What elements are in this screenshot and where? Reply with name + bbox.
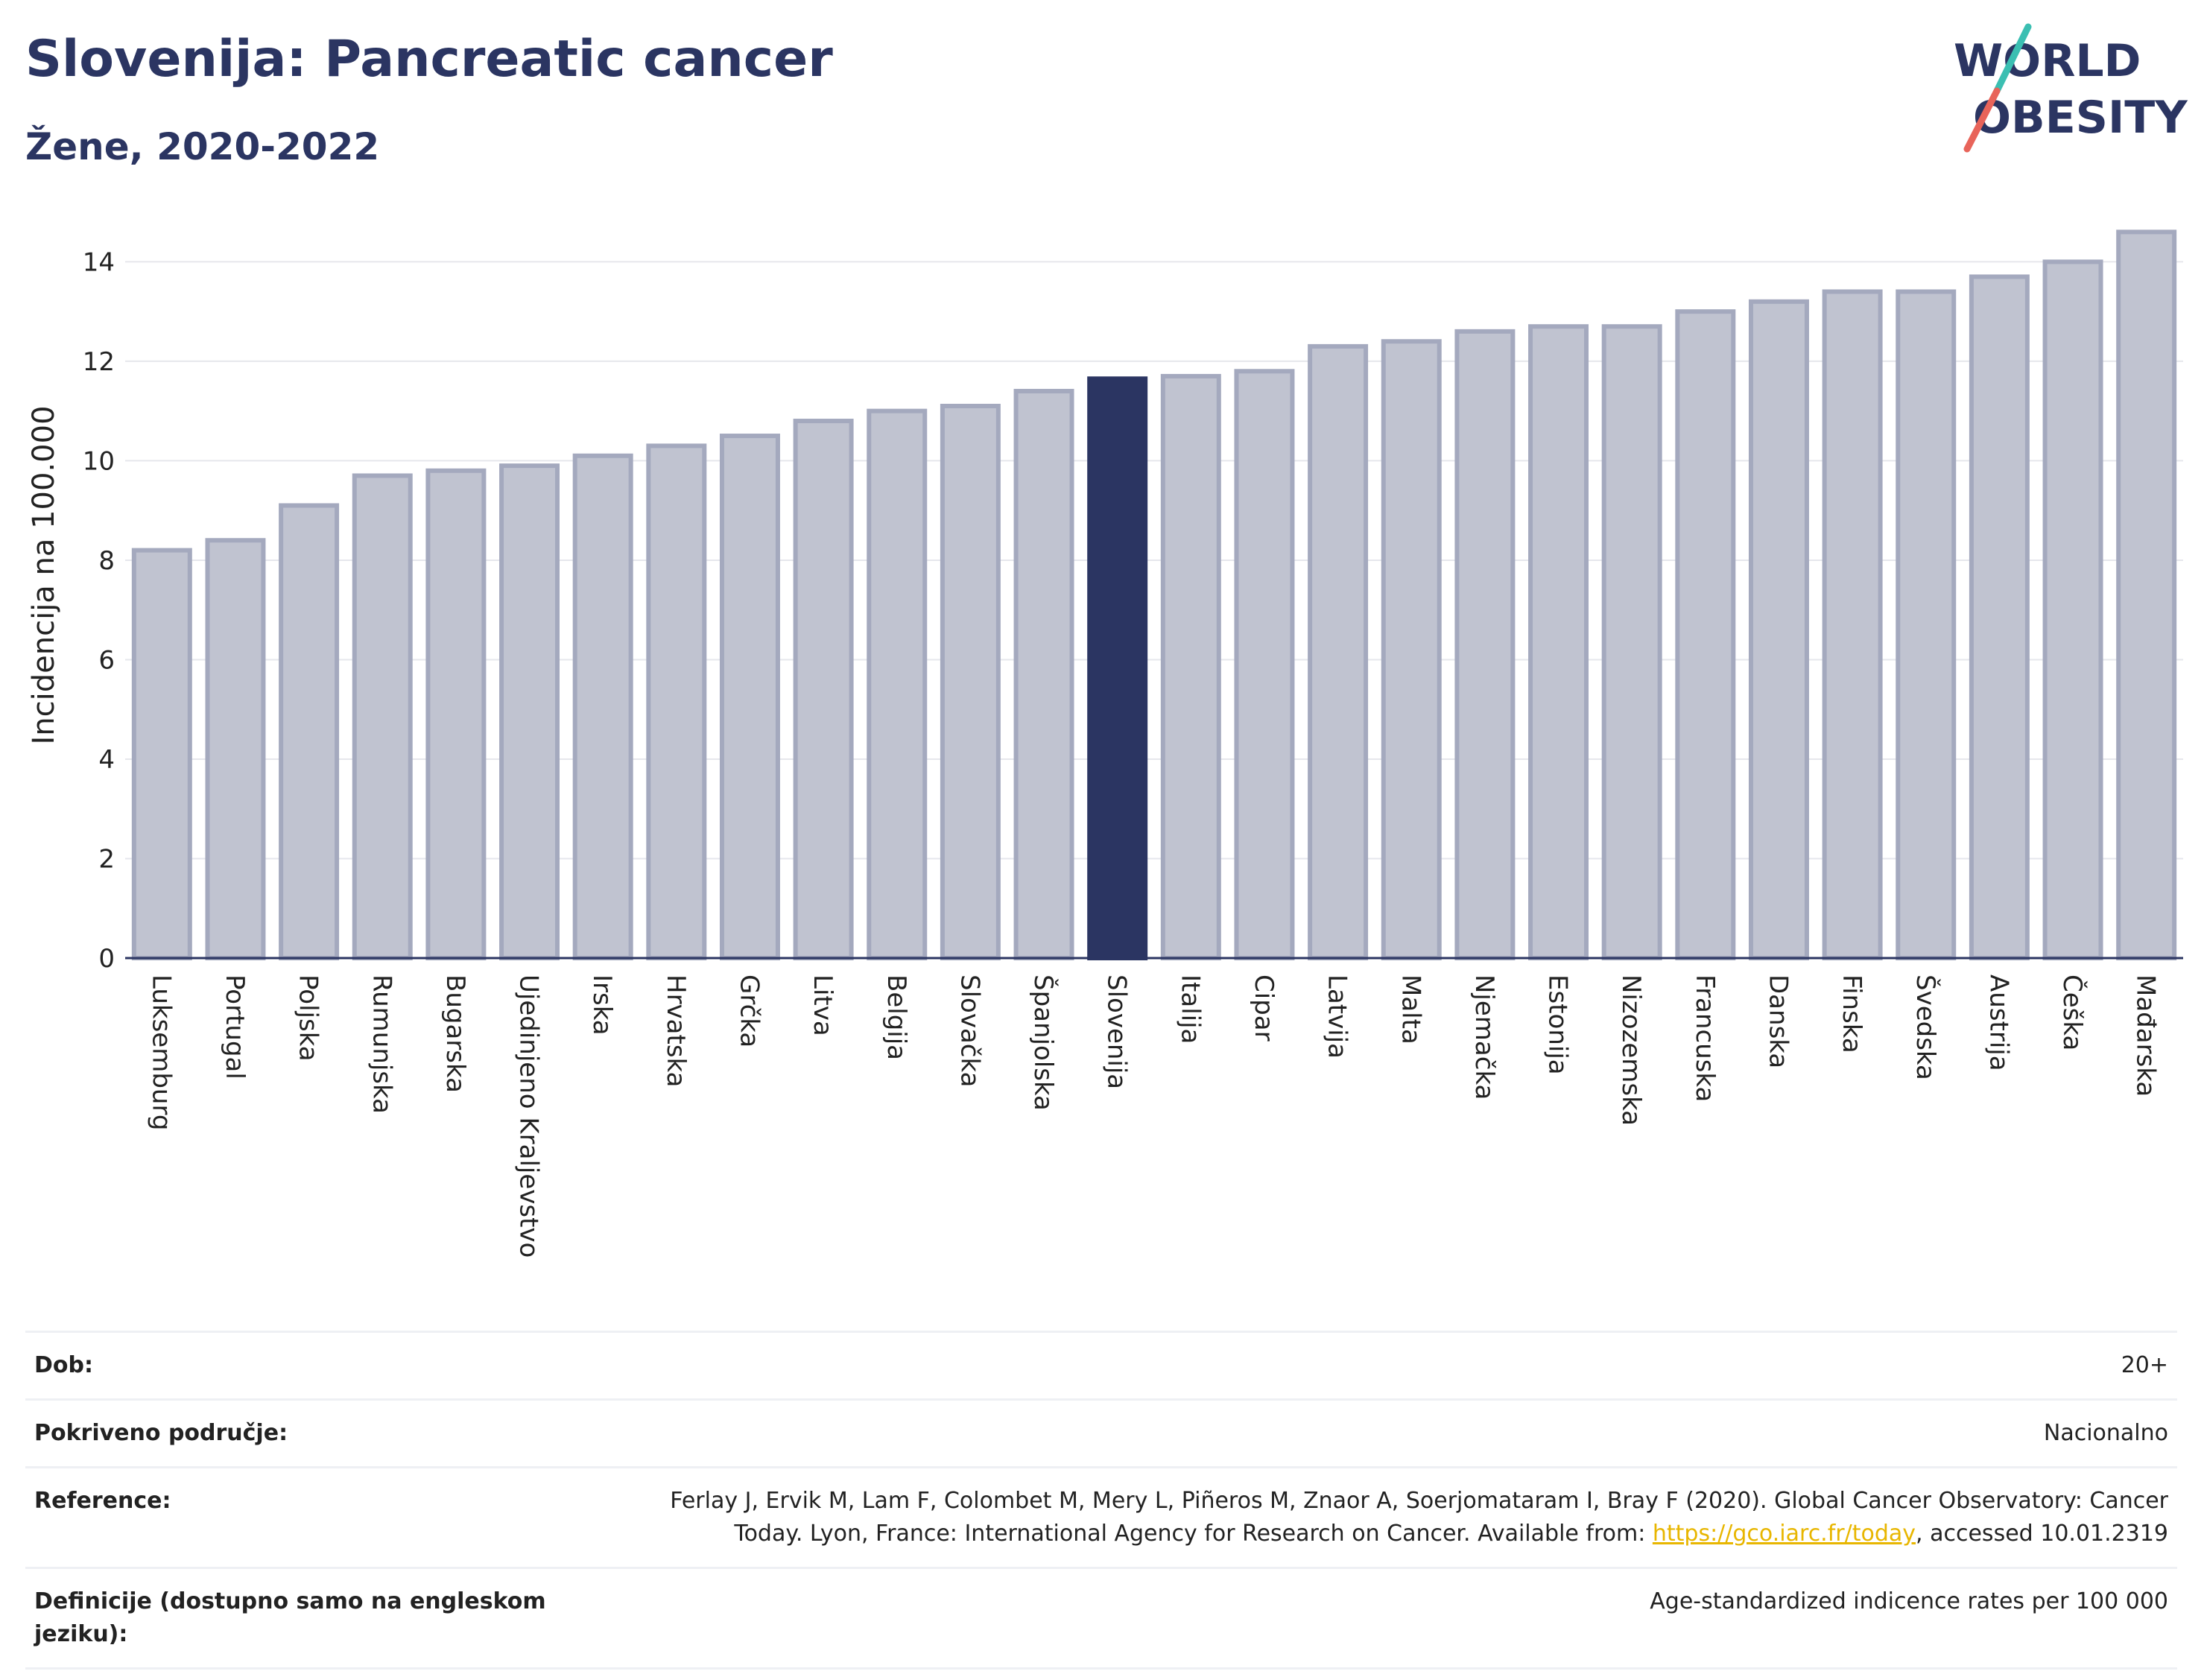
- bar-mađarska: [2116, 229, 2177, 960]
- x-tick-label: Danska: [1763, 974, 1793, 1068]
- bar-estonija: [1528, 324, 1589, 960]
- info-value: 20+: [2121, 1352, 2168, 1378]
- bar-češka: [2042, 259, 2103, 960]
- x-tick-label: Mađarska: [2131, 974, 2161, 1097]
- bar-rumunjska: [352, 473, 413, 960]
- x-tick-label: Luksemburg: [146, 974, 176, 1130]
- x-tick-label: Irska: [587, 974, 617, 1036]
- x-tick-label: Švedska: [1910, 974, 1941, 1080]
- bar-danska: [1748, 299, 1809, 961]
- reference-link[interactable]: https://gco.iarc.fr/today: [1652, 1521, 1916, 1547]
- x-tick-label: Belgija: [881, 974, 911, 1060]
- svg-text:OBESITY: OBESITY: [1973, 92, 2188, 144]
- bar-grčka: [719, 434, 780, 960]
- bar-francuska: [1675, 309, 1736, 960]
- info-value: Nacionalno: [2043, 1420, 2168, 1446]
- x-tick-label: Malta: [1396, 974, 1425, 1045]
- bar-malta: [1381, 339, 1442, 961]
- x-tick-label: Njemačka: [1469, 974, 1499, 1100]
- info-label: Definicije (dostupno samo na engleskom j…: [34, 1588, 546, 1647]
- info-label: Dob:: [34, 1352, 93, 1378]
- bar-slovačka: [940, 404, 1001, 960]
- x-tick-label: Austrija: [1983, 974, 2013, 1071]
- svg-text:WORLD: WORLD: [1954, 35, 2141, 87]
- y-tick-label: 12: [83, 347, 115, 377]
- bar-bugarska: [425, 468, 487, 960]
- bar-chart: 0 2 4 6 8 10 12 14 Incidencija na 100.000 Luksemb…: [27, 229, 2183, 1258]
- x-tick-label: Hrvatska: [661, 974, 691, 1087]
- x-tick-label: Slovačka: [954, 974, 984, 1087]
- x-tick-label: Španjolska: [1028, 974, 1059, 1111]
- bar-luksemburg: [131, 548, 192, 960]
- info-row-coverage: Pokriveno područje: Nacionalno: [25, 1401, 2177, 1468]
- bar-portugal: [205, 538, 266, 960]
- page-title: Slovenija: Pancreatic cancer: [25, 30, 833, 89]
- x-tick-label: Ujedinjeno Kraljevstvo: [514, 974, 544, 1258]
- info-row-reference: Reference: Ferlay J, Ervik M, Lam F, Col…: [25, 1468, 2177, 1569]
- y-tick-label: 10: [83, 446, 115, 476]
- y-axis-label: Incidencija na 100.000: [27, 405, 61, 744]
- x-tick-label: Nizozemska: [1616, 974, 1646, 1126]
- bar-ujedinjeno-kraljevstvo: [499, 463, 560, 960]
- x-tick-label: Portugal: [220, 974, 250, 1080]
- x-tick-label: Litva: [808, 974, 837, 1036]
- y-tick-label: 2: [98, 844, 115, 874]
- bar-poljska: [279, 503, 340, 960]
- x-tick-label: Grčka: [734, 974, 764, 1047]
- info-table: Dob: 20+ Pokriveno područje: Nacionalno …: [25, 1331, 2177, 1670]
- x-tick-label: Poljska: [294, 974, 323, 1062]
- info-label: Reference:: [34, 1488, 171, 1514]
- reference-accessed: , accessed 10.01.2319: [1916, 1521, 2168, 1547]
- x-tick-label: Cipar: [1249, 974, 1279, 1042]
- bar-latvija: [1308, 343, 1369, 960]
- world-obesity-logo: WORLD OBESITY: [1954, 23, 2188, 153]
- bar-njemačka: [1454, 329, 1516, 960]
- y-tick-label: 8: [98, 546, 115, 576]
- x-tick-label: Bugarska: [440, 974, 470, 1093]
- x-tick-label: Češka: [2057, 974, 2088, 1050]
- x-tick-label: Italija: [1175, 974, 1205, 1044]
- bar-slovenija: [1087, 376, 1148, 960]
- bar-finska: [1822, 289, 1883, 960]
- bar-hrvatska: [646, 443, 707, 960]
- bar-austrija: [1969, 274, 2030, 960]
- bar-litva: [793, 419, 854, 960]
- y-tick-label: 6: [98, 645, 115, 675]
- x-tick-label: Rumunjska: [367, 974, 396, 1114]
- reference-text: Ferlay J, Ervik M, Lam F, Colombet M, Me…: [670, 1488, 2168, 1547]
- page-subtitle: Žene, 2020-2022: [25, 125, 380, 168]
- bar-italija: [1160, 373, 1221, 961]
- bar-španjolska: [1013, 388, 1074, 960]
- x-tick-label: Slovenija: [1102, 974, 1132, 1089]
- x-tick-label: Latvija: [1323, 974, 1352, 1059]
- info-value: Age-standardized indicence rates per 100…: [1650, 1588, 2168, 1614]
- info-row-age: Dob: 20+: [25, 1333, 2177, 1401]
- info-value: Ferlay J, Ervik M, Lam F, Colombet M, Me…: [604, 1485, 2168, 1550]
- y-tick-label: 4: [98, 745, 115, 775]
- x-tick-label: Francuska: [1690, 974, 1720, 1102]
- x-tick-label: Finska: [1837, 974, 1866, 1053]
- y-tick-label: 0: [98, 944, 115, 974]
- bar-švedska: [1896, 289, 1957, 960]
- x-tick-label: Estonija: [1543, 974, 1573, 1075]
- info-row-definitions: Definicije (dostupno samo na engleskom j…: [25, 1569, 2177, 1670]
- bar-irska: [572, 453, 633, 960]
- info-label: Pokriveno područje:: [34, 1420, 288, 1446]
- bar-belgija: [867, 408, 928, 960]
- bar-cipar: [1234, 369, 1295, 960]
- bar-nizozemska: [1601, 324, 1662, 960]
- y-tick-label: 14: [83, 247, 115, 277]
